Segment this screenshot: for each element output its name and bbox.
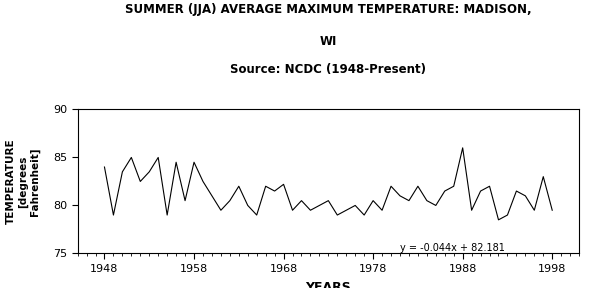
X-axis label: YEARS: YEARS (306, 281, 351, 288)
Text: TEMPERATURE
[degrees
Fahrenheit]: TEMPERATURE [degrees Fahrenheit] (6, 139, 40, 224)
Text: Source: NCDC (1948-Present): Source: NCDC (1948-Present) (230, 63, 426, 76)
Text: y = -0.044x + 82.181: y = -0.044x + 82.181 (400, 242, 505, 253)
Text: SUMMER (JJA) AVERAGE MAXIMUM TEMPERATURE: MADISON,: SUMMER (JJA) AVERAGE MAXIMUM TEMPERATURE… (125, 3, 532, 16)
Text: WI: WI (319, 35, 337, 48)
